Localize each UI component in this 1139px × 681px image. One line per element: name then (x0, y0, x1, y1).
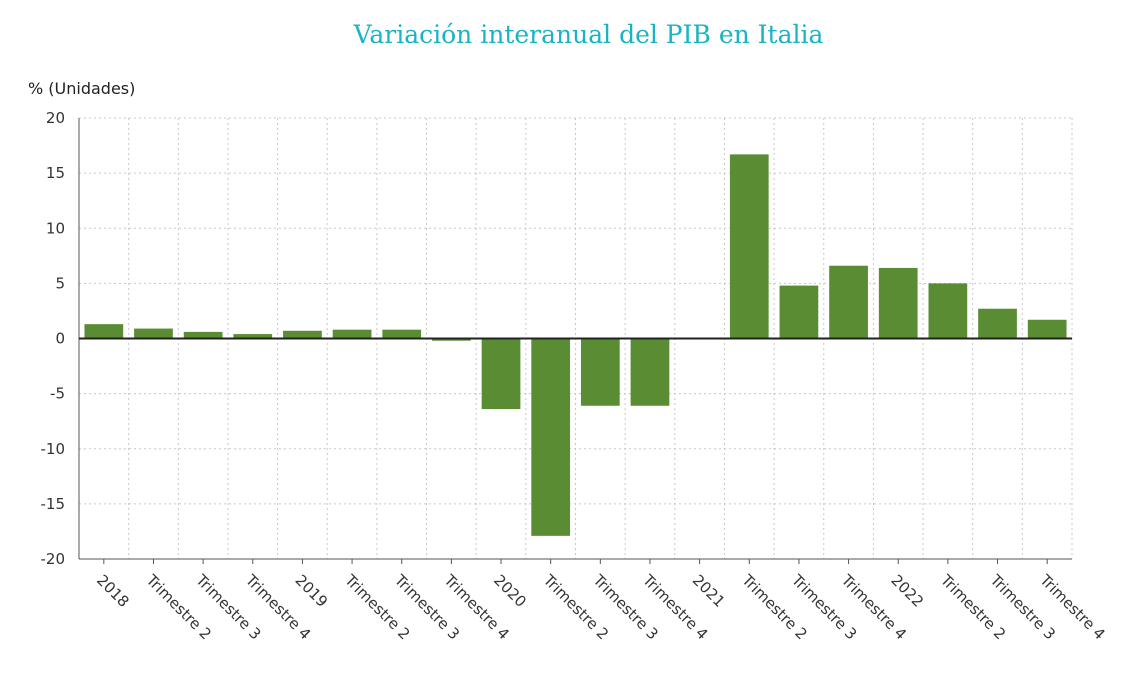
bar[interactable] (1027, 319, 1067, 339)
bar[interactable] (134, 328, 173, 339)
y-tick-label: 15 (46, 164, 65, 182)
bar[interactable] (779, 285, 819, 339)
bar[interactable] (183, 331, 223, 339)
x-tick-label: 2018 (93, 571, 133, 611)
bar[interactable] (630, 338, 670, 406)
y-tick-label: -15 (41, 495, 66, 513)
x-tick-label: 2019 (292, 571, 332, 611)
x-tick-label: 2022 (887, 571, 927, 611)
y-tick-label: -10 (41, 440, 66, 458)
x-tick-label: 2020 (490, 571, 530, 611)
bar[interactable] (332, 329, 372, 339)
y-tick-label: 5 (55, 274, 65, 292)
bar[interactable] (580, 338, 620, 406)
y-tick-labels: 20 15 10 5 0 -5 -10 -15 -20 (41, 109, 66, 568)
bar[interactable] (829, 265, 868, 339)
bar[interactable] (878, 267, 918, 339)
bar[interactable] (84, 324, 124, 339)
bar[interactable] (283, 330, 322, 339)
bar[interactable] (233, 334, 273, 339)
bars (84, 154, 1067, 536)
x-tick-label: 2021 (689, 571, 729, 611)
y-axis-label: % (Unidades) (28, 79, 136, 98)
y-tick-label: 10 (46, 219, 65, 237)
y-tick-label: 0 (55, 330, 65, 348)
bar[interactable] (432, 338, 471, 341)
bar[interactable] (928, 283, 968, 339)
bar[interactable] (729, 154, 769, 339)
axes (78, 118, 1072, 564)
y-tick-label: -20 (41, 550, 66, 568)
y-tick-label: -5 (50, 385, 65, 403)
y-tick-label: 20 (46, 109, 65, 127)
bar[interactable] (978, 308, 1017, 339)
bar[interactable] (481, 338, 521, 410)
bar[interactable] (382, 329, 422, 339)
chart-title: Variación interanual del PIB en Italia (353, 20, 824, 49)
bar[interactable] (531, 338, 571, 536)
